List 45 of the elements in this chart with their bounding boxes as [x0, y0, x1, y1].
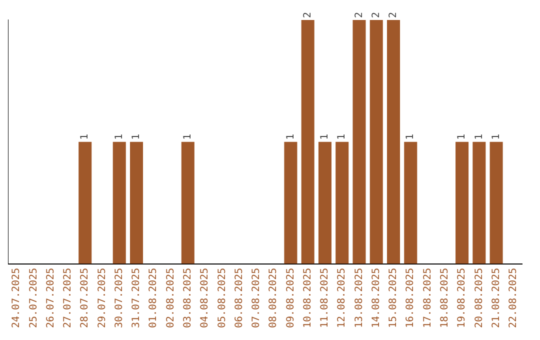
x-tick-label: 08.08.2025: [268, 268, 280, 328]
data-label: 1: [456, 134, 468, 140]
data-label: 1: [80, 134, 91, 140]
data-label: 2: [302, 12, 314, 18]
x-tick-label: 29.07.2025: [96, 268, 108, 328]
x-tick-label: 22.08.2025: [508, 268, 520, 328]
x-tick-label: 28.07.2025: [80, 268, 91, 328]
x-tick-label: 21.08.2025: [490, 268, 502, 328]
x-tick-label: 19.08.2025: [456, 268, 468, 328]
x-tick-label: 09.08.2025: [285, 268, 296, 328]
x-tick-label: 24.07.2025: [11, 268, 22, 328]
data-label: 1: [474, 134, 485, 140]
data-label: 1: [131, 134, 142, 140]
x-tick-label: 10.08.2025: [302, 268, 314, 328]
data-label: 2: [370, 12, 382, 18]
data-label: 1: [114, 134, 125, 140]
data-label: 2: [354, 12, 365, 18]
data-label: 1: [182, 134, 194, 140]
data-label: 1: [336, 134, 348, 140]
x-tick-label: 25.07.2025: [28, 268, 40, 328]
x-tick-label: 27.07.2025: [62, 268, 74, 328]
x-tick-label: 04.08.2025: [200, 268, 211, 328]
data-label: 1: [320, 134, 331, 140]
x-tick-label: 17.08.2025: [422, 268, 434, 328]
data-label: 1: [490, 134, 502, 140]
x-tick-label: 13.08.2025: [354, 268, 365, 328]
x-tick-label: 16.08.2025: [405, 268, 416, 328]
x-tick-label: 06.08.2025: [234, 268, 245, 328]
x-tick-label: 03.08.2025: [182, 268, 194, 328]
x-tick-label: 31.07.2025: [131, 268, 142, 328]
x-tick-label: 14.08.2025: [370, 268, 382, 328]
x-tick-label: 20.08.2025: [474, 268, 485, 328]
x-tick-label: 18.08.2025: [439, 268, 450, 328]
x-tick-label: 26.07.2025: [45, 268, 56, 328]
x-tick-label: 30.07.2025: [114, 268, 125, 328]
data-label: 1: [405, 134, 416, 140]
data-label: 1: [285, 134, 296, 140]
x-tick-label: 05.08.2025: [216, 268, 228, 328]
x-tick-label: 01.08.2025: [148, 268, 160, 328]
x-tick-label: 07.08.2025: [251, 268, 262, 328]
x-tick-label: 11.08.2025: [320, 268, 331, 328]
x-tick-label: 02.08.2025: [165, 268, 176, 328]
x-tick-label: 12.08.2025: [336, 268, 348, 328]
x-tick-label: 15.08.2025: [388, 268, 400, 328]
data-label: 2: [388, 12, 400, 18]
